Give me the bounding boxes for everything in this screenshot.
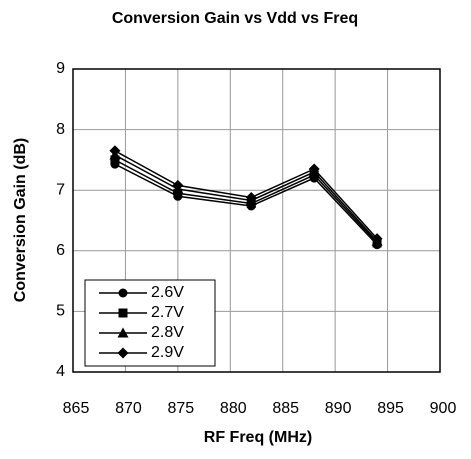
legend-label: 2.6V bbox=[151, 284, 184, 301]
legend-label: 2.7V bbox=[151, 304, 184, 321]
data-point bbox=[110, 155, 120, 165]
legend-marker bbox=[117, 347, 129, 359]
y-tick-label: 7 bbox=[56, 181, 65, 198]
data-point bbox=[109, 145, 121, 157]
x-tick-label: 880 bbox=[220, 400, 247, 417]
series-line bbox=[114, 150, 378, 240]
y-tick-label: 9 bbox=[56, 60, 65, 77]
x-tick-label: 890 bbox=[325, 400, 352, 417]
legend-label: 2.8V bbox=[151, 324, 184, 341]
y-tick-label: 4 bbox=[56, 363, 65, 380]
x-tick-label: 870 bbox=[115, 400, 142, 417]
legend-marker bbox=[118, 288, 128, 298]
legend-marker bbox=[118, 308, 128, 318]
legend-label: 2.9V bbox=[151, 344, 184, 361]
x-tick-label: 895 bbox=[377, 400, 404, 417]
legend-marker bbox=[117, 327, 129, 338]
x-tick-label: 900 bbox=[430, 400, 457, 417]
y-axis-label: Conversion Gain (dB) bbox=[12, 138, 29, 302]
series-line bbox=[114, 154, 378, 242]
y-tick-label: 6 bbox=[56, 242, 65, 259]
y-tick-label: 8 bbox=[56, 121, 65, 138]
x-tick-label: 875 bbox=[168, 400, 195, 417]
data-point bbox=[172, 179, 184, 191]
legend-box bbox=[84, 279, 216, 367]
data-point bbox=[245, 191, 257, 203]
y-tick-label: 5 bbox=[56, 303, 65, 320]
x-tick-label: 865 bbox=[63, 400, 90, 417]
plot-frame bbox=[72, 68, 441, 373]
x-tick-label: 885 bbox=[272, 400, 299, 417]
data-point bbox=[371, 233, 383, 245]
chart-title: Conversion Gain vs Vdd vs Freq bbox=[112, 10, 358, 27]
x-axis-label: RF Freq (MHz) bbox=[204, 429, 312, 446]
data-point bbox=[308, 163, 320, 175]
